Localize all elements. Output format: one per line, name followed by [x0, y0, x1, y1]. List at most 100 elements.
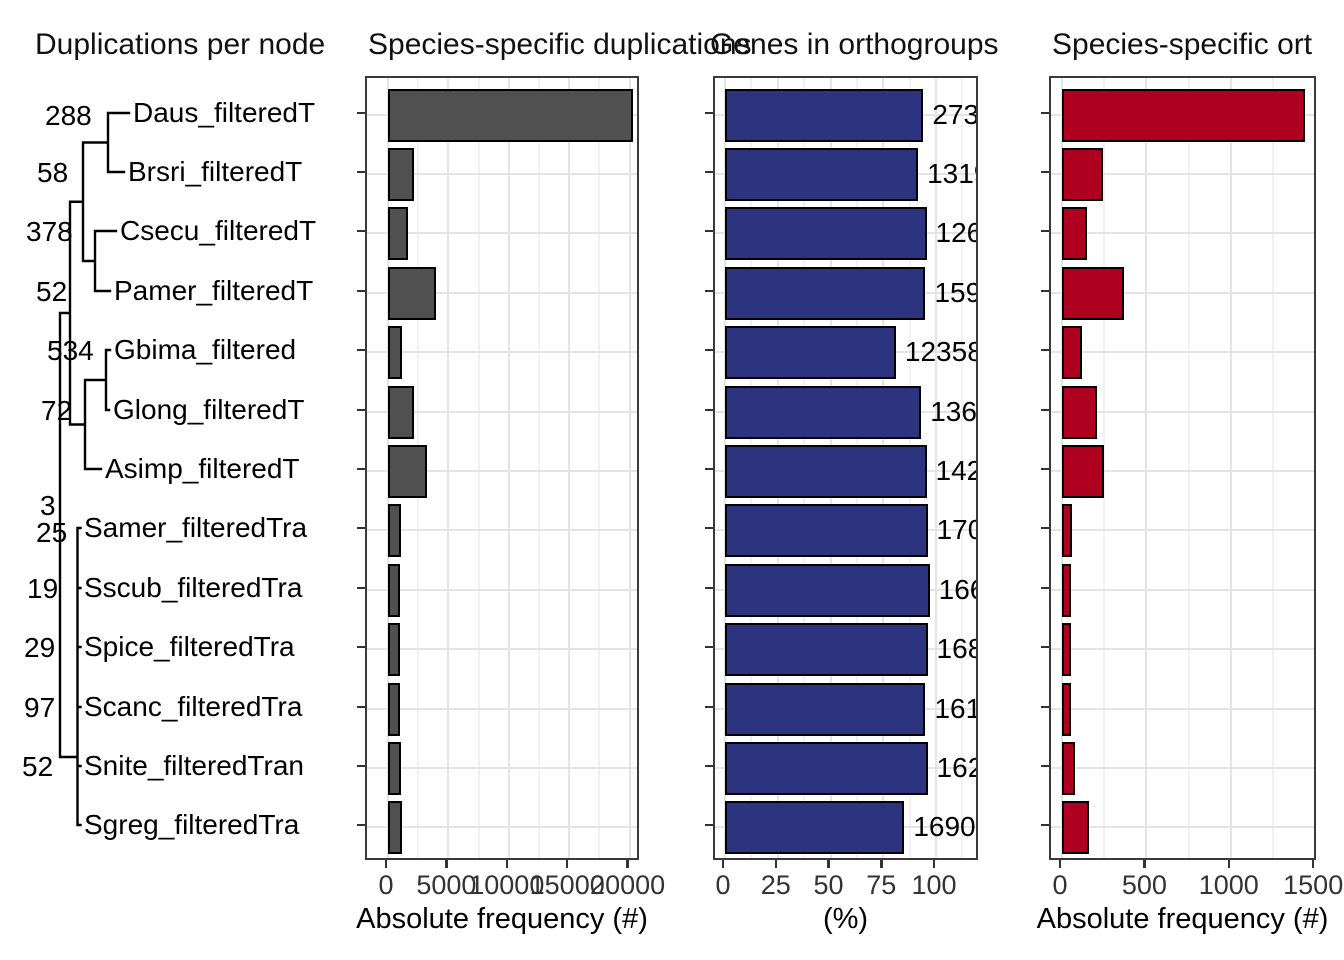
x-axis-tick-label: 20000 — [590, 870, 666, 900]
gridline-v-major — [447, 78, 450, 858]
y-axis-tick — [357, 289, 365, 293]
x-axis-tick-label: 50 — [813, 870, 844, 900]
bar — [388, 325, 402, 379]
gridline-h-major — [1051, 529, 1314, 531]
bar — [1062, 800, 1089, 854]
bar-value-label: 126 — [935, 217, 978, 248]
y-axis-tick — [1041, 764, 1049, 768]
y-axis-tick — [357, 408, 365, 412]
bar — [725, 444, 927, 498]
gridline-v-major — [935, 78, 937, 858]
x-axis-tick — [880, 860, 883, 868]
bar — [388, 563, 401, 617]
y-axis-tick — [1041, 705, 1049, 709]
bar — [1062, 563, 1072, 617]
x-axis-tick — [827, 860, 830, 868]
y-axis-tick — [1041, 289, 1049, 293]
tree-leaf-label: Asimp_filteredT — [105, 453, 300, 484]
tree-leaf-label: Sscub_filteredTra — [84, 572, 303, 603]
y-axis-tick — [705, 229, 713, 233]
bar — [388, 206, 408, 260]
bar — [725, 503, 928, 557]
x-axis-tick-label: 10000 — [469, 870, 545, 900]
bar-value-label: 136 — [930, 396, 977, 427]
gridline-v-major — [628, 78, 631, 858]
y-axis-tick — [357, 526, 365, 530]
y-axis-tick — [705, 348, 713, 352]
bar — [388, 682, 401, 736]
bar-value-label: 159 — [934, 277, 978, 308]
bar — [725, 563, 930, 617]
y-axis-tick — [705, 526, 713, 530]
gridline-h-major — [1051, 351, 1314, 353]
y-axis-tick — [357, 111, 365, 115]
x-axis-title: (%) — [822, 903, 869, 935]
gridline-v-minor — [1272, 78, 1274, 858]
bar-value-label: 1319 — [927, 158, 976, 189]
title-genes-in-orthogroups: Genes in orthogroups — [710, 28, 999, 61]
gridline-v-minor — [961, 78, 964, 858]
x-axis-tick-label: 75 — [866, 870, 897, 900]
x-axis-tick-label: 0 — [1052, 870, 1068, 900]
tree-node-label: 378 — [26, 216, 73, 247]
x-axis-tick-label: 500 — [1121, 870, 1167, 900]
bar — [725, 88, 924, 142]
gridline-h-major — [1051, 589, 1314, 591]
y-axis-tick — [1041, 111, 1049, 115]
bar — [725, 325, 896, 379]
gridline-h-major — [1051, 708, 1314, 710]
gridline-h-major — [367, 529, 637, 531]
bar — [388, 385, 414, 439]
bar — [725, 266, 926, 320]
y-axis-tick — [1041, 170, 1049, 174]
bar — [1062, 444, 1105, 498]
tree-node-label: 3 — [40, 490, 56, 521]
x-axis-title: Absolute frequency (#) — [1036, 903, 1329, 935]
x-axis-tick — [932, 860, 936, 868]
gridline-v-minor — [1103, 78, 1106, 858]
bar — [1062, 622, 1072, 676]
gridline-h-major — [367, 470, 637, 472]
y-axis-tick — [1041, 526, 1049, 530]
x-axis-tick-label: 1500 — [1283, 870, 1344, 900]
bar — [388, 741, 402, 795]
tree-leaf-label: Samer_filteredTra — [84, 512, 308, 543]
bar-value-label: 1690 — [913, 811, 976, 842]
bar — [725, 741, 928, 795]
tree-node-label: 29 — [24, 632, 56, 663]
gridline-v-minor — [598, 78, 601, 858]
bar — [388, 147, 414, 201]
tree-leaf-label: Brsri_filteredT — [128, 156, 303, 187]
y-axis-tick — [1041, 645, 1049, 649]
gridline-h-major — [1051, 292, 1314, 294]
bar-value-label: 170 — [936, 514, 976, 545]
phylogenetic-tree — [58, 111, 131, 827]
gridline-v-major — [1229, 78, 1232, 858]
x-axis-tick-label: 0 — [715, 870, 731, 900]
y-axis-tick — [705, 170, 713, 174]
bar — [1062, 385, 1098, 439]
x-axis-tick-label: 15000 — [529, 870, 605, 900]
y-axis-tick — [705, 586, 713, 590]
gridline-v-major — [1314, 78, 1316, 858]
bar — [725, 385, 922, 439]
y-axis-tick — [705, 705, 713, 709]
tree-leaf-label: Snite_filteredTran — [84, 750, 304, 781]
tree-node-label: 288 — [45, 100, 92, 131]
bar — [388, 800, 402, 854]
bar — [388, 88, 633, 142]
bar — [725, 206, 927, 260]
x-axis-tick-label: 25 — [760, 870, 791, 900]
y-axis-tick — [705, 111, 713, 115]
gridline-h-major — [367, 767, 637, 769]
gridline-h-major — [367, 173, 637, 175]
bar-value-label: 142 — [935, 455, 978, 486]
bar — [1062, 503, 1073, 557]
x-axis-tick — [721, 860, 725, 868]
y-axis-tick — [357, 348, 365, 352]
gridline-h-major — [1051, 767, 1314, 769]
bar — [388, 622, 401, 676]
y-axis-tick — [705, 823, 713, 827]
bar-value-label: 162 — [936, 752, 976, 783]
tree-leaf-label: Csecu_filteredT — [120, 215, 317, 246]
